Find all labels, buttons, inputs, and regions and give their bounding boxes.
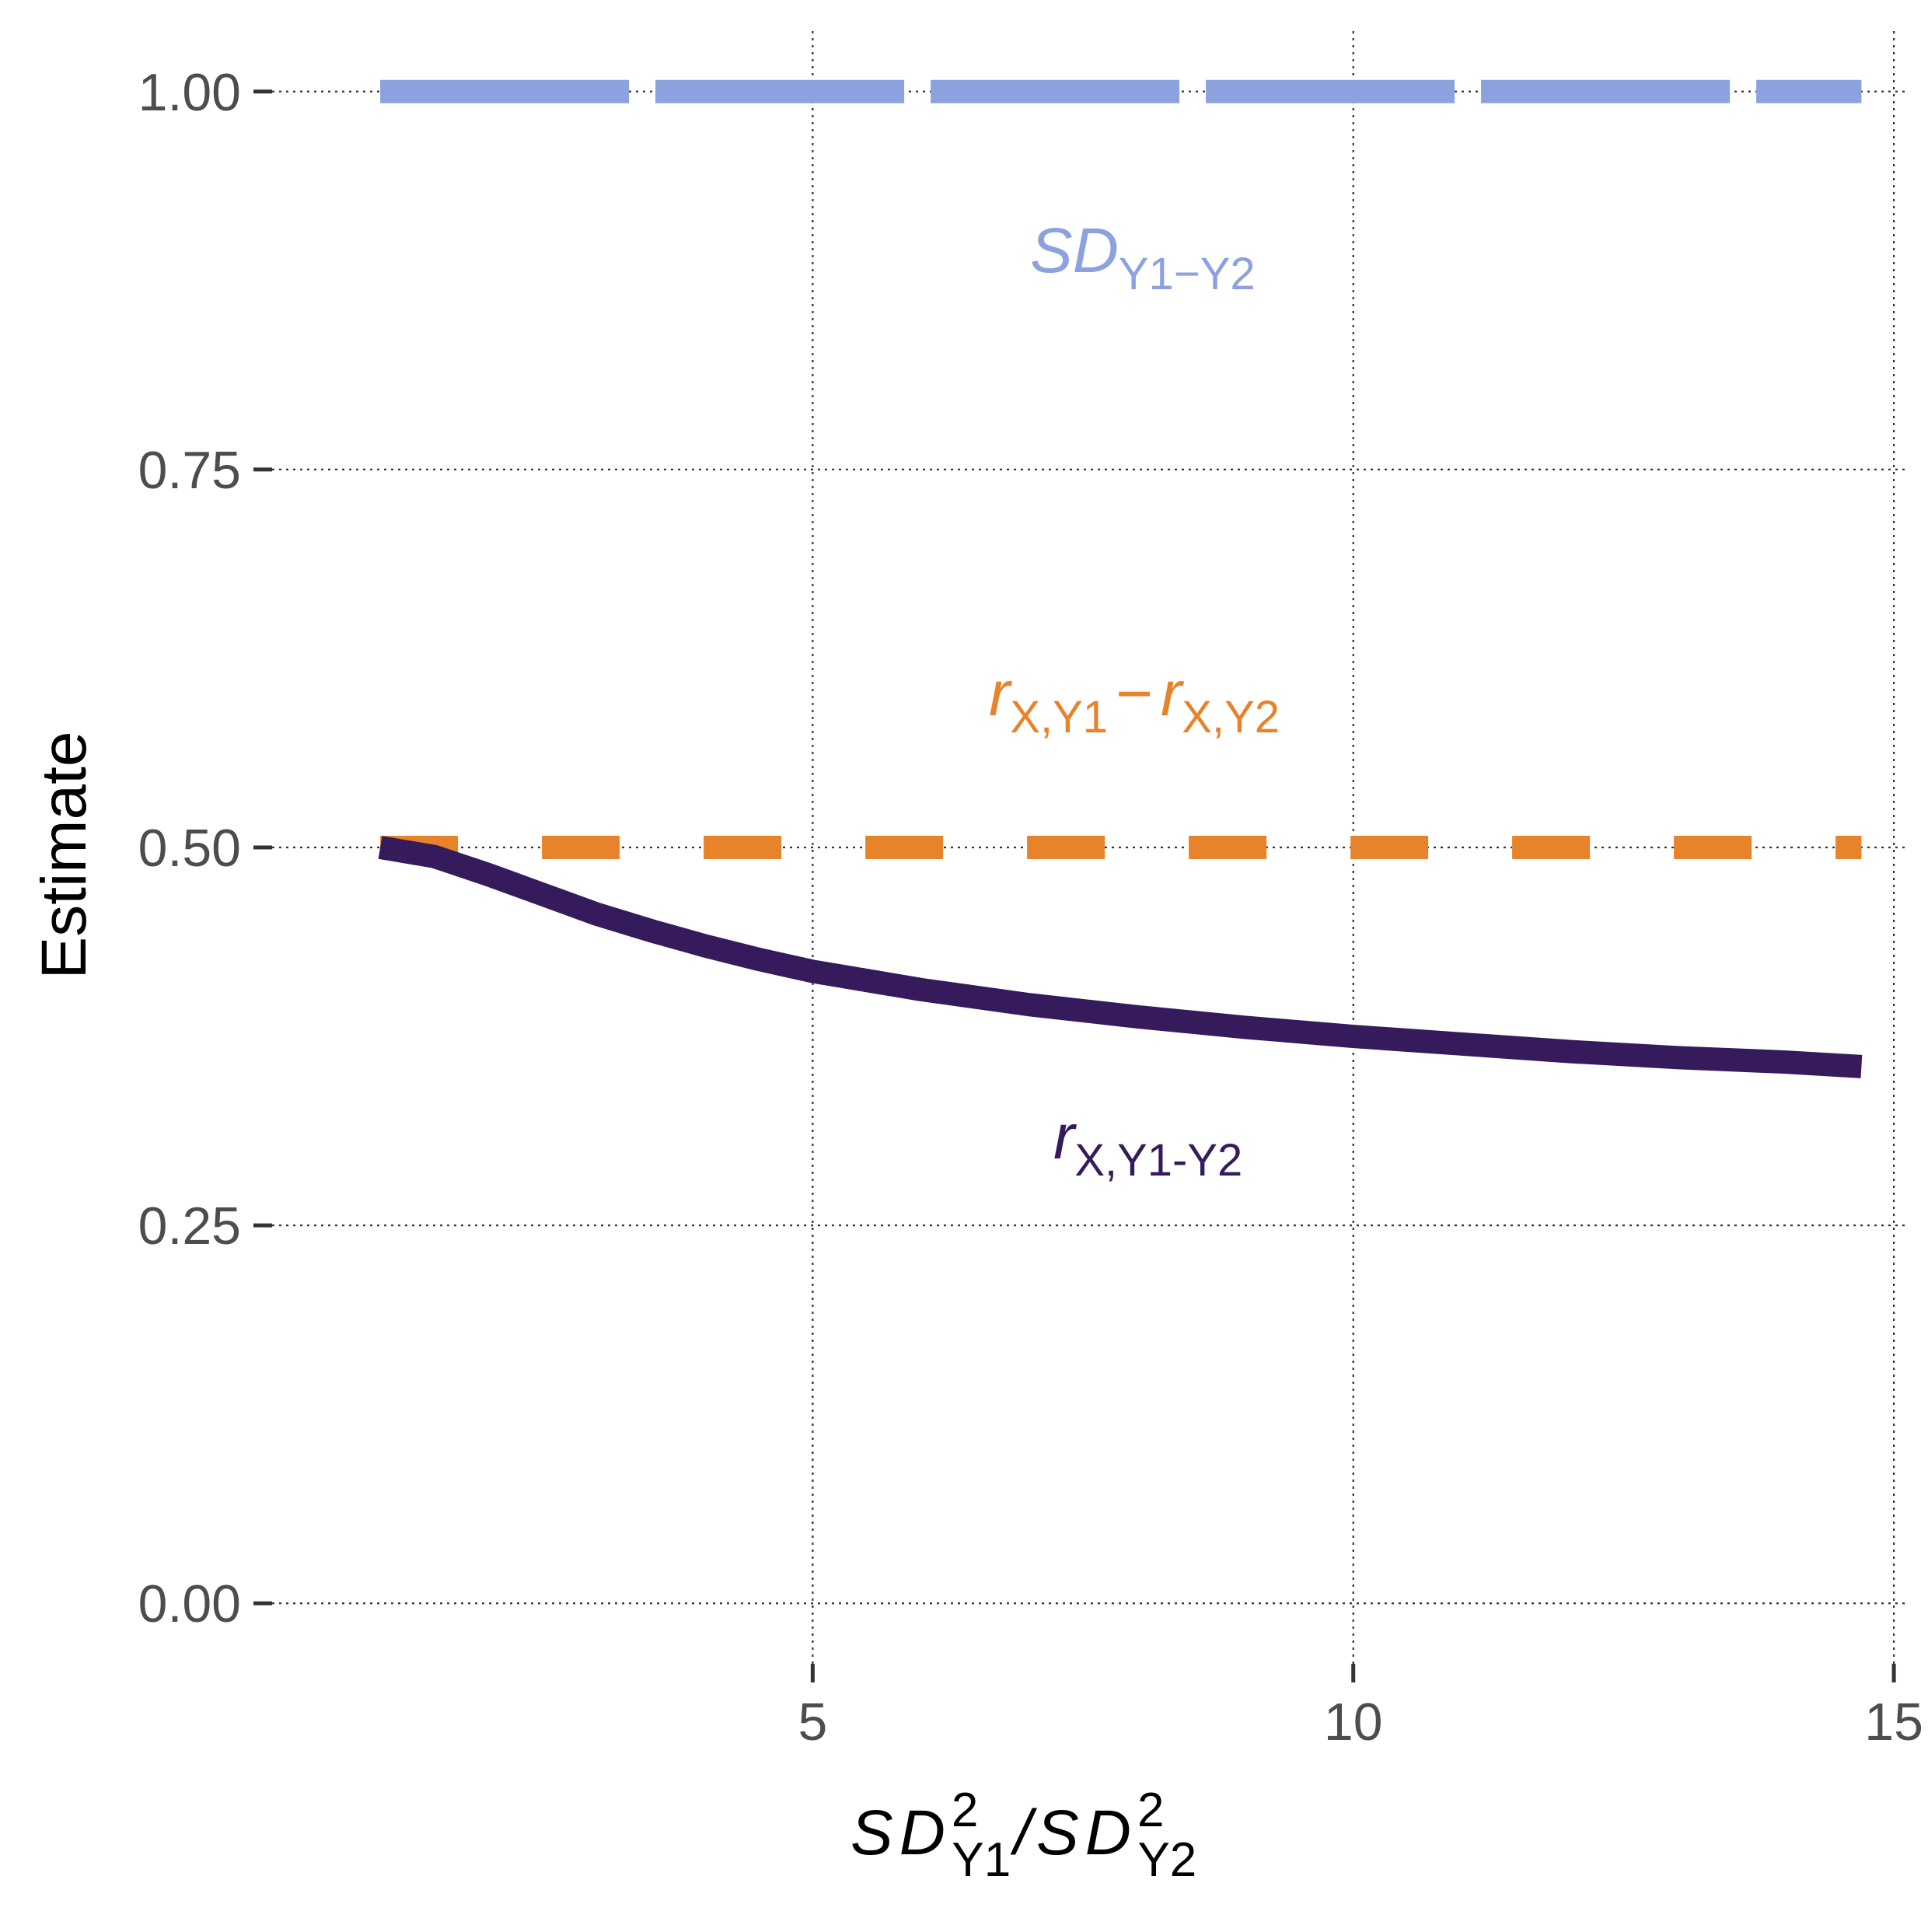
y-tick-label-3: 0.75 — [138, 441, 241, 500]
y-tick-label-4: 1.00 — [138, 63, 241, 122]
x-tick-label-0: 5 — [798, 1693, 827, 1752]
x-axis-title-sub1: Y1 — [952, 1833, 1011, 1887]
series-label-r-diff-minus: − — [1116, 659, 1153, 729]
y-tick-label-1: 0.25 — [138, 1197, 241, 1256]
x-tick-label-2: 15 — [1864, 1693, 1923, 1752]
series-label-r-diff-sub1: X,Y1 — [1010, 692, 1108, 742]
series-label-sd-diff: SDY1−Y2 — [1030, 215, 1256, 299]
x-axis-title: SD2 Y1/SD2 Y2 — [850, 1784, 1196, 1887]
x-tick-label-1: 10 — [1324, 1693, 1383, 1752]
series-label-r-diff-sub2: X,Y2 — [1182, 692, 1280, 742]
x-axis-title-sd2: SD — [1036, 1797, 1137, 1868]
series-label-r-change: rX,Y1-Y2 — [1053, 1102, 1242, 1186]
x-axis-title-sd1: SD — [850, 1797, 952, 1868]
series-label-r-change-r: r — [1053, 1102, 1078, 1172]
x-axis-title-slash: / — [1010, 1797, 1037, 1868]
series-label-sd-diff-main: SD — [1030, 215, 1119, 286]
series-label-r-diff: rX,Y1− rX,Y2 — [989, 659, 1280, 742]
x-axis-title-sup2: 2 — [1137, 1784, 1164, 1837]
y-tick-label-0: 0.00 — [138, 1574, 241, 1633]
series-label-r-change-sub: X,Y1-Y2 — [1074, 1135, 1242, 1186]
series-label-r-diff-r1: r — [989, 659, 1013, 729]
axes: 0.00 0.25 0.50 0.75 1.00 5 10 15 — [138, 63, 1923, 1752]
y-axis-title: Estimate — [29, 732, 100, 980]
series-label-sd-diff-sub: Y1−Y2 — [1119, 249, 1256, 299]
x-axis-title-sup1: 2 — [952, 1784, 978, 1837]
x-axis-title-sub2: Y2 — [1137, 1833, 1196, 1887]
series-line-r-change — [378, 836, 1863, 1078]
y-tick-label-2: 0.50 — [138, 819, 241, 878]
series-label-r-diff-r2: r — [1161, 659, 1185, 729]
series-lines — [378, 79, 1863, 1078]
